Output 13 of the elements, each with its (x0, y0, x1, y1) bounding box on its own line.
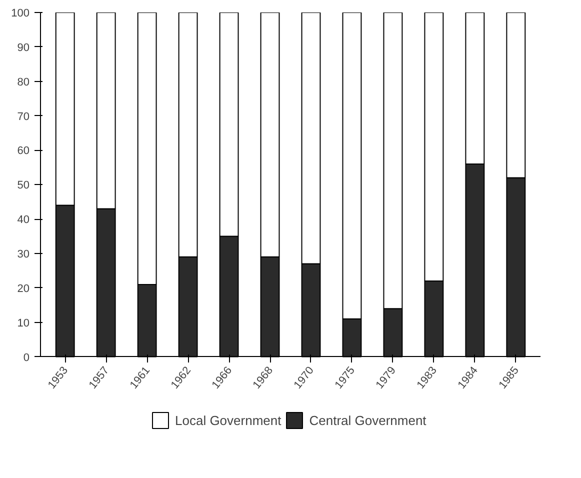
y-tick-label: 20 (17, 282, 30, 295)
y-tick-label: 40 (17, 214, 30, 226)
y-tick-label: 60 (17, 145, 30, 158)
y-tick-label: 90 (17, 42, 30, 54)
y-tick-label: 0 (23, 352, 30, 364)
y-tick-label: 50 (17, 180, 30, 192)
y-tick-label: 80 (17, 76, 30, 88)
y-tick-label: 30 (17, 248, 30, 260)
legend-label: Central Government (309, 412, 426, 428)
y-tick-label: 100 (11, 8, 30, 20)
y-tick-label: 70 (17, 110, 30, 123)
legend-label: Local Government (175, 412, 282, 428)
y-tick-label: 10 (17, 317, 30, 330)
